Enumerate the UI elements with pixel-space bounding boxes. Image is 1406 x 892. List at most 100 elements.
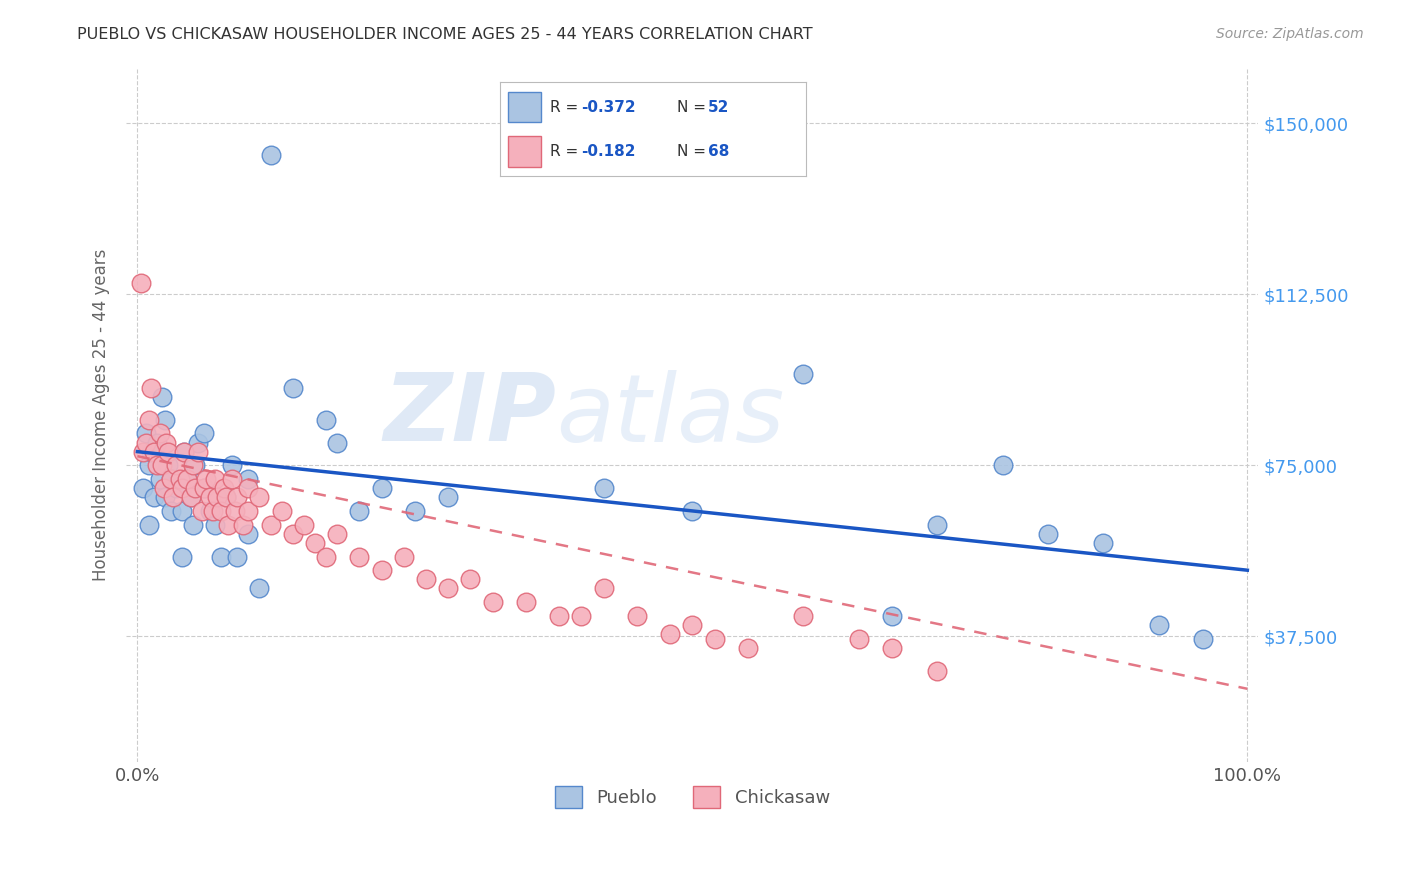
- Point: [138, 458, 160, 473]
- Point: [187, 444, 209, 458]
- Point: [370, 563, 392, 577]
- Point: [249, 490, 271, 504]
- Point: [150, 458, 173, 473]
- Point: [153, 490, 176, 504]
- Point: [238, 526, 260, 541]
- Point: [370, 481, 392, 495]
- Point: [703, 632, 725, 646]
- Point: [146, 458, 169, 473]
- Text: PUEBLO VS CHICKASAW HOUSEHOLDER INCOME AGES 25 - 44 YEARS CORRELATION CHART: PUEBLO VS CHICKASAW HOUSEHOLDER INCOME A…: [77, 27, 813, 42]
- Point: [281, 381, 304, 395]
- Point: [157, 458, 180, 473]
- Point: [548, 608, 571, 623]
- Point: [792, 367, 814, 381]
- Point: [181, 517, 204, 532]
- Point: [132, 444, 155, 458]
- Point: [173, 444, 195, 458]
- Point: [138, 517, 160, 532]
- Point: [193, 481, 215, 495]
- Point: [1036, 526, 1059, 541]
- Point: [224, 504, 246, 518]
- Point: [592, 481, 614, 495]
- Point: [165, 481, 187, 495]
- Point: [848, 632, 870, 646]
- Point: [226, 490, 249, 504]
- Point: [1192, 632, 1215, 646]
- Point: [180, 490, 202, 504]
- Point: [159, 472, 181, 486]
- Point: [187, 435, 209, 450]
- Point: [176, 472, 198, 486]
- Point: [215, 490, 238, 504]
- Text: atlas: atlas: [557, 369, 785, 460]
- Point: [304, 536, 326, 550]
- Point: [571, 608, 593, 623]
- Point: [415, 572, 437, 586]
- Point: [349, 504, 371, 518]
- Point: [129, 276, 152, 290]
- Point: [326, 526, 349, 541]
- Point: [162, 490, 184, 504]
- Point: [198, 490, 221, 504]
- Point: [198, 504, 221, 518]
- Point: [139, 444, 162, 458]
- Point: [681, 618, 703, 632]
- Point: [180, 490, 202, 504]
- Point: [157, 444, 180, 458]
- Point: [326, 435, 349, 450]
- Point: [209, 504, 232, 518]
- Point: [181, 458, 204, 473]
- Point: [212, 481, 235, 495]
- Point: [165, 458, 187, 473]
- Point: [315, 549, 337, 564]
- Point: [217, 517, 239, 532]
- Point: [1092, 536, 1115, 550]
- Point: [170, 481, 193, 495]
- Point: [238, 481, 260, 495]
- Point: [925, 664, 948, 678]
- Point: [149, 472, 172, 486]
- Point: [226, 549, 249, 564]
- Point: [437, 490, 460, 504]
- Point: [209, 549, 232, 564]
- Point: [460, 572, 482, 586]
- Point: [249, 582, 271, 596]
- Point: [184, 481, 207, 495]
- Point: [238, 472, 260, 486]
- Point: [204, 517, 226, 532]
- Point: [201, 504, 224, 518]
- Point: [155, 435, 177, 450]
- Point: [135, 426, 157, 441]
- Point: [146, 435, 169, 450]
- Point: [392, 549, 415, 564]
- Point: [143, 444, 166, 458]
- Point: [882, 608, 904, 623]
- Point: [159, 472, 181, 486]
- Legend: Pueblo, Chickasaw: Pueblo, Chickasaw: [548, 779, 837, 815]
- Y-axis label: Householder Income Ages 25 - 44 years: Householder Income Ages 25 - 44 years: [93, 249, 110, 582]
- Point: [792, 608, 814, 623]
- Point: [193, 426, 215, 441]
- Point: [139, 381, 162, 395]
- Point: [204, 472, 226, 486]
- Point: [659, 627, 682, 641]
- Point: [737, 640, 759, 655]
- Point: [184, 458, 207, 473]
- Text: Source: ZipAtlas.com: Source: ZipAtlas.com: [1216, 27, 1364, 41]
- Point: [221, 472, 243, 486]
- Point: [149, 426, 172, 441]
- Point: [292, 517, 315, 532]
- Point: [207, 490, 229, 504]
- Point: [315, 413, 337, 427]
- Point: [193, 481, 215, 495]
- Point: [270, 504, 292, 518]
- Point: [135, 435, 157, 450]
- Point: [153, 413, 176, 427]
- Point: [626, 608, 648, 623]
- Point: [925, 517, 948, 532]
- Point: [515, 595, 537, 609]
- Point: [138, 413, 160, 427]
- Point: [1147, 618, 1170, 632]
- Point: [404, 504, 426, 518]
- Point: [238, 504, 260, 518]
